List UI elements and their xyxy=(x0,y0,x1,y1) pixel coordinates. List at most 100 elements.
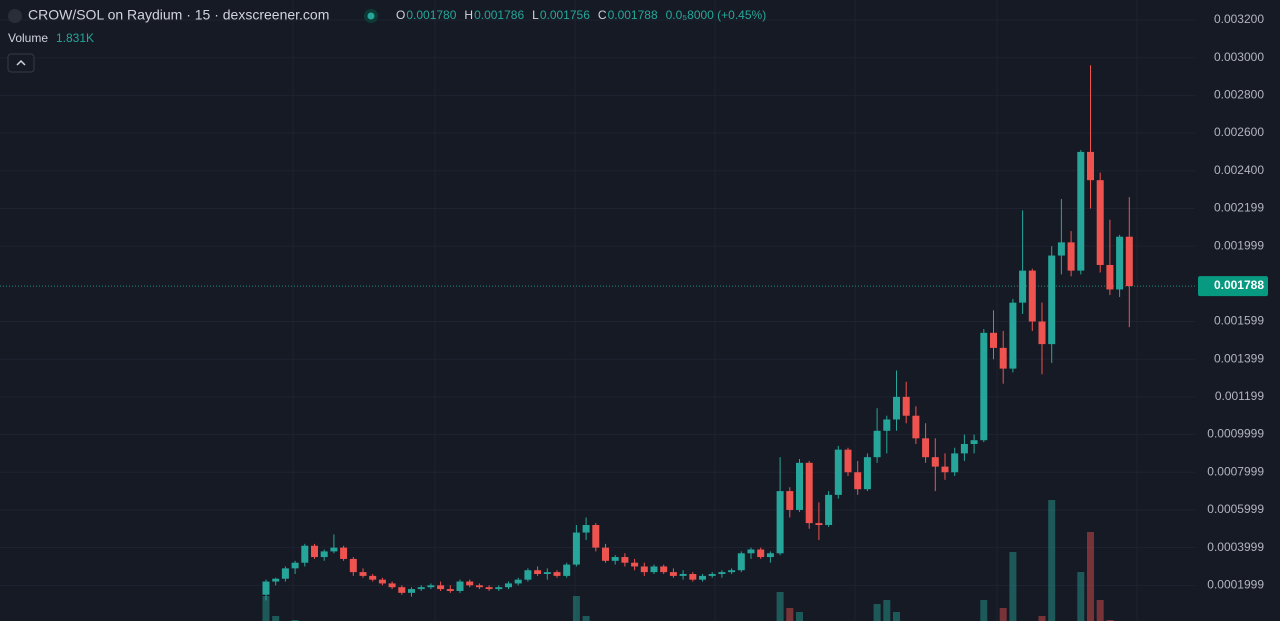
candle-body xyxy=(737,553,745,571)
candle-body xyxy=(757,549,765,558)
candle-body xyxy=(631,562,639,567)
candle-body xyxy=(272,578,280,582)
ohlc-value: 0.001786 xyxy=(474,8,524,22)
candle-body xyxy=(912,415,920,439)
candle-body xyxy=(427,585,435,588)
token-icon xyxy=(8,9,22,23)
volume-label: Volume xyxy=(8,31,48,45)
last-price-tag xyxy=(1198,276,1268,297)
candle-body xyxy=(990,332,997,348)
volume-bar xyxy=(980,600,988,621)
candle-body xyxy=(572,532,580,565)
candle-body xyxy=(980,332,988,441)
candles xyxy=(262,65,1133,601)
candle-body xyxy=(524,570,532,580)
ohlc-value: 0.001788 xyxy=(608,8,658,22)
candle-body xyxy=(766,553,774,558)
price-change: 0.0₅8000 (+0.45%) xyxy=(666,8,767,22)
y-tick-label: 0.002400 xyxy=(1214,163,1264,177)
ohlc-value: 0.001756 xyxy=(540,8,590,22)
candle-body xyxy=(1009,302,1017,369)
y-tick-label: 0.003200 xyxy=(1214,12,1264,26)
candle-body xyxy=(495,587,503,590)
candle-body xyxy=(475,585,483,588)
candle-body xyxy=(728,570,736,573)
y-tick-label: 0.001199 xyxy=(1215,389,1264,403)
volume-bar xyxy=(1087,532,1094,621)
y-tick-label: 0.0009999 xyxy=(1207,427,1264,441)
candle-body xyxy=(301,545,309,563)
candle-body xyxy=(902,396,910,416)
candle-body xyxy=(931,457,939,467)
candle-body xyxy=(689,574,697,580)
candle-body xyxy=(330,547,338,552)
y-tick-label: 0.001599 xyxy=(1214,314,1264,328)
candle-body xyxy=(1106,264,1114,290)
candle-body xyxy=(485,587,493,590)
candle-body xyxy=(311,545,318,558)
candle-body xyxy=(466,581,474,586)
axis-background xyxy=(1195,0,1280,621)
candle-body xyxy=(388,583,396,588)
y-tick-label: 0.001999 xyxy=(1214,238,1264,252)
header: CROW/SOL on Raydium · 15 · dexscreener.c… xyxy=(7,7,767,73)
y-tick-label: 0.001399 xyxy=(1214,351,1264,365)
candle-body xyxy=(408,589,415,593)
candle-body xyxy=(650,566,658,573)
candle-body xyxy=(699,575,706,580)
candle-body xyxy=(970,440,978,444)
collapse-button[interactable] xyxy=(7,53,35,73)
volume-bar xyxy=(893,612,900,621)
volume-bar xyxy=(1048,500,1056,621)
ohlc-key: C xyxy=(598,8,607,22)
candle-body xyxy=(863,457,871,490)
candle-body xyxy=(446,589,454,591)
volume-bar xyxy=(1096,600,1104,621)
candle-body xyxy=(281,568,289,579)
candle-body xyxy=(543,572,551,575)
y-tick-label: 0.002600 xyxy=(1214,125,1264,139)
candle-body xyxy=(291,562,299,569)
y-tick-label: 0.0001999 xyxy=(1207,577,1264,591)
candle-body xyxy=(1019,270,1027,303)
y-tick-label: 0.0007999 xyxy=(1207,464,1264,478)
volume-bar xyxy=(272,616,280,621)
candle-body xyxy=(776,491,784,554)
candle-body xyxy=(679,574,687,576)
volume-bar xyxy=(1038,616,1046,621)
candle-body xyxy=(786,491,794,510)
vertical-grid xyxy=(292,0,1138,621)
candle-body xyxy=(1077,151,1085,271)
candle-body xyxy=(320,551,328,558)
y-tick-label: 0.002800 xyxy=(1214,88,1264,102)
volume-bar xyxy=(582,616,590,621)
candle-body xyxy=(369,575,377,580)
caret-icon xyxy=(16,59,26,66)
candle-body xyxy=(378,579,386,584)
candle-body xyxy=(873,430,881,458)
candle-body xyxy=(621,557,629,563)
ohlc-value: 0.001780 xyxy=(406,8,456,22)
candle-body xyxy=(1067,242,1075,271)
ohlc-key: O xyxy=(396,8,405,22)
candle-body xyxy=(417,587,425,590)
candle-body xyxy=(640,566,648,573)
candle-body xyxy=(359,572,367,576)
y-tick-label: 0.0003999 xyxy=(1207,540,1264,554)
candle-body xyxy=(349,558,357,573)
y-tick-label: 0.002199 xyxy=(1214,201,1264,215)
candle-body xyxy=(999,347,1007,369)
candle-body xyxy=(602,547,609,561)
candle-body xyxy=(815,523,823,526)
volume-bars xyxy=(262,500,1114,621)
candle-body xyxy=(844,449,852,473)
candle-body xyxy=(1028,270,1036,322)
candle-body xyxy=(834,449,842,495)
volume-bar xyxy=(572,596,580,621)
candle-body xyxy=(514,579,522,584)
last-price-label: 0.001788 xyxy=(1214,278,1264,292)
volume-bar xyxy=(776,592,784,621)
candle-body xyxy=(951,453,959,473)
